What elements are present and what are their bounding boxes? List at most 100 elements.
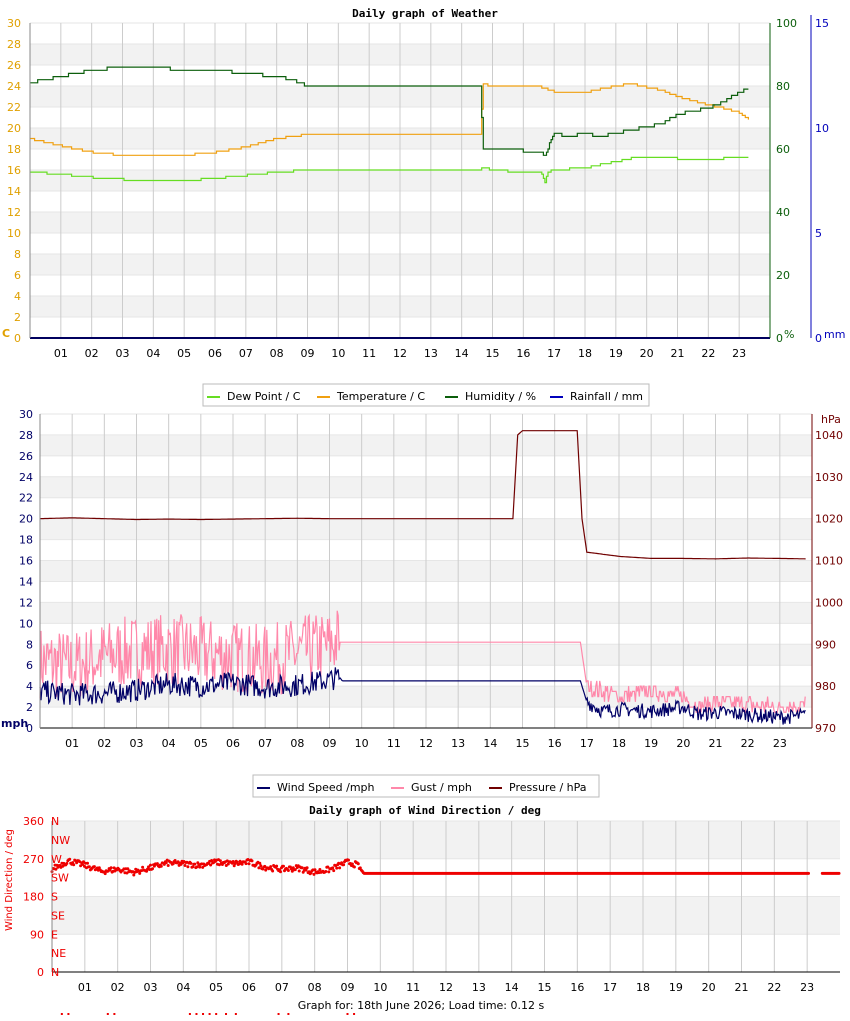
wind-xtick-07: 07 <box>258 737 272 750</box>
direction-ytick-90: 90 <box>30 928 44 941</box>
weather-xtick-05: 05 <box>177 347 191 360</box>
wind-xtick-09: 09 <box>323 737 337 750</box>
weather-xtick-08: 08 <box>270 347 284 360</box>
temp-ytick-18: 18 <box>7 143 21 156</box>
wind-ytick-10: 10 <box>19 617 33 630</box>
wind-xtick-11: 11 <box>387 737 401 750</box>
wind-xtick-20: 20 <box>676 737 690 750</box>
direction-mark <box>287 1013 290 1015</box>
weather-xtick-02: 02 <box>85 347 99 360</box>
weather-xtick-03: 03 <box>116 347 130 360</box>
direction-xtick-08: 08 <box>308 981 322 994</box>
direction-xtick-16: 16 <box>570 981 584 994</box>
pressure-ytick-1030: 1030 <box>815 471 843 484</box>
wind-xtick-12: 12 <box>419 737 433 750</box>
wind-xtick-14: 14 <box>483 737 497 750</box>
wind-xtick-15: 15 <box>516 737 530 750</box>
temp-ytick-24: 24 <box>7 80 21 93</box>
pressure-ytick-970: 970 <box>815 722 836 735</box>
direction-ytick-360: 360 <box>23 815 44 828</box>
wind-chart-series <box>39 430 806 725</box>
legend-rainfall: Rainfall / mm <box>570 390 643 403</box>
humidity-ytick-20: 20 <box>776 269 790 282</box>
direction-xtick-22: 22 <box>767 981 781 994</box>
pressure-ytick-1000: 1000 <box>815 596 843 609</box>
series-wind-line <box>39 667 806 725</box>
direction-mark <box>202 1013 205 1015</box>
direction-xtick-03: 03 <box>144 981 158 994</box>
weather-xtick-11: 11 <box>362 347 376 360</box>
weather-xtick-16: 16 <box>516 347 530 360</box>
direction-xtick-13: 13 <box>472 981 486 994</box>
direction-mark <box>106 1013 109 1015</box>
weather-xtick-06: 06 <box>208 347 222 360</box>
wind-ytick-18: 18 <box>19 534 33 547</box>
humidity-ytick-80: 80 <box>776 80 790 93</box>
wind-xtick-05: 05 <box>194 737 208 750</box>
weather-chart-title: Daily graph of Weather <box>352 7 498 20</box>
direction-xtick-07: 07 <box>275 981 289 994</box>
weather-xtick-09: 09 <box>301 347 315 360</box>
weather-xtick-18: 18 <box>578 347 592 360</box>
direction-bottom-marks <box>60 1013 356 1015</box>
direction-xtick-06: 06 <box>242 981 256 994</box>
direction-mark <box>67 1013 70 1015</box>
weather-xtick-22: 22 <box>701 347 715 360</box>
wind-ytick-30: 30 <box>19 408 33 421</box>
wind-ytick-28: 28 <box>19 429 33 442</box>
weather-xtick-12: 12 <box>393 347 407 360</box>
direction-xtick-21: 21 <box>735 981 749 994</box>
compass-label-e: E <box>51 928 58 941</box>
wind-ytick-26: 26 <box>19 450 33 463</box>
wind-ytick-12: 12 <box>19 596 33 609</box>
legend-humidity: Humidity / % <box>465 390 536 403</box>
weather-xtick-19: 19 <box>609 347 623 360</box>
wind-ytick-6: 6 <box>26 659 33 672</box>
direction-xtick-14: 14 <box>505 981 519 994</box>
wind-xtick-02: 02 <box>97 737 111 750</box>
compass-label-n: N <box>51 966 59 979</box>
wind-xtick-04: 04 <box>162 737 176 750</box>
direction-xtick-20: 20 <box>702 981 716 994</box>
weather-xtick-07: 07 <box>239 347 253 360</box>
direction-xtick-01: 01 <box>78 981 92 994</box>
compass-label-sw: SW <box>51 872 69 885</box>
wind-legend: Wind Speed /mph Gust / mph Pressure / hP… <box>252 774 600 798</box>
temp-ytick-14: 14 <box>7 185 21 198</box>
weather-chart: Daily graph of Weather 01 02 03 04 05 06 07 08 0… <box>2 7 845 407</box>
direction-mark <box>353 1013 356 1015</box>
humidity-ytick-0: 0 <box>776 332 783 345</box>
legend-wind-speed: Wind Speed /mph <box>277 781 375 794</box>
direction-xtick-18: 18 <box>636 981 650 994</box>
temp-ytick-10: 10 <box>7 227 21 240</box>
direction-mark <box>225 1013 228 1015</box>
footer-text: Graph for: 18th June 2026; Load time: 0.… <box>298 999 545 1012</box>
weather-xtick-17: 17 <box>547 347 561 360</box>
direction-ytick-270: 270 <box>23 853 44 866</box>
legend-temperature: Temperature / C <box>336 390 425 403</box>
direction-xtick-02: 02 <box>111 981 125 994</box>
wind-ytick-20: 20 <box>19 513 33 526</box>
wind-xtick-03: 03 <box>130 737 144 750</box>
direction-xtick-04: 04 <box>176 981 190 994</box>
temp-ytick-0: 0 <box>14 332 21 345</box>
weather-chart-axes: 01 02 03 04 05 06 07 08 09 10 11 12 13 14 15 16 17 18 19 20… <box>7 15 829 360</box>
direction-mark <box>188 1013 191 1015</box>
compass-label-ne: NE <box>51 947 66 960</box>
direction-mark <box>60 1013 63 1015</box>
wind-xtick-13: 13 <box>451 737 465 750</box>
direction-xtick-17: 17 <box>603 981 617 994</box>
direction-xtick-12: 12 <box>439 981 453 994</box>
wind-direction-title: Daily graph of Wind Direction / deg <box>309 804 541 817</box>
wind-ytick-8: 8 <box>26 638 33 651</box>
weather-xtick-10: 10 <box>331 347 345 360</box>
pressure-ytick-980: 980 <box>815 680 836 693</box>
wind-axis-unit: mph <box>1 717 28 730</box>
pressure-ytick-1040: 1040 <box>815 429 843 442</box>
series-temperature-line <box>30 83 749 156</box>
weather-xtick-13: 13 <box>424 347 438 360</box>
direction-ytick-0: 0 <box>37 966 44 979</box>
weather-legend: Dew Point / C Temperature / C Humidity /… <box>202 383 650 407</box>
wind-ytick-2: 2 <box>26 701 33 714</box>
